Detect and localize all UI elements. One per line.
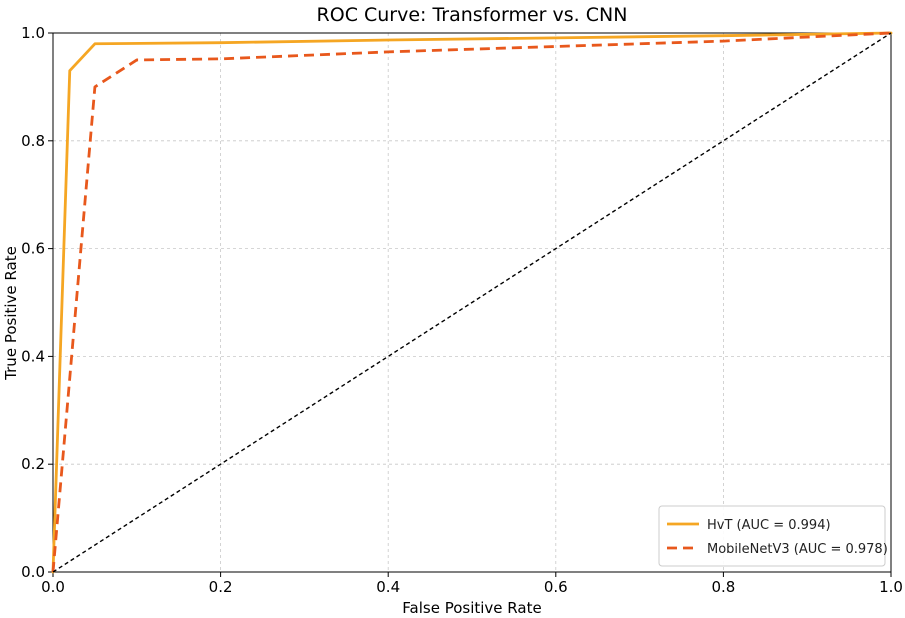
y-tick-label: 0.8 (21, 132, 45, 150)
x-tick-label: 0.4 (376, 578, 400, 596)
series-line-0 (51, 31, 893, 574)
legend-label-1: MobileNetV3 (AUC = 0.978) (707, 542, 888, 557)
plot-frame (52, 32, 892, 573)
y-tick-label: 0.2 (21, 455, 45, 473)
x-tick-label: 0.8 (711, 578, 735, 596)
x-tick-label: 0.2 (209, 578, 233, 596)
chance-diagonal-line (52, 32, 892, 573)
x-tick-label: 1.0 (879, 578, 903, 596)
y-tick-label: 0.4 (21, 347, 45, 365)
legend: HvT (AUC = 0.994) MobileNetV3 (AUC = 0.97… (658, 505, 888, 567)
y-tick-label: 0.6 (21, 240, 45, 258)
legend-label-0: HvT (AUC = 0.994) (707, 518, 831, 533)
x-axis-title: False Positive Rate (402, 599, 541, 617)
y-axis-title: True Positive Rate (2, 246, 20, 381)
chart-title: ROC Curve: Transformer vs. CNN (317, 4, 628, 26)
y-tick-label: 0.0 (21, 563, 45, 581)
axes (48, 32, 892, 577)
legend-box (658, 505, 886, 567)
x-tick-label: 0.6 (544, 578, 568, 596)
series-lines (51, 31, 893, 574)
series-line-1 (51, 31, 892, 573)
y-tick-label: 1.0 (21, 24, 45, 42)
tick-labels: 0.0 0.2 0.4 0.6 0.8 1.0 0.0 0.2 0.4 0.6 0.8 1.0 (21, 24, 903, 596)
x-tick-label: 0.0 (41, 578, 65, 596)
